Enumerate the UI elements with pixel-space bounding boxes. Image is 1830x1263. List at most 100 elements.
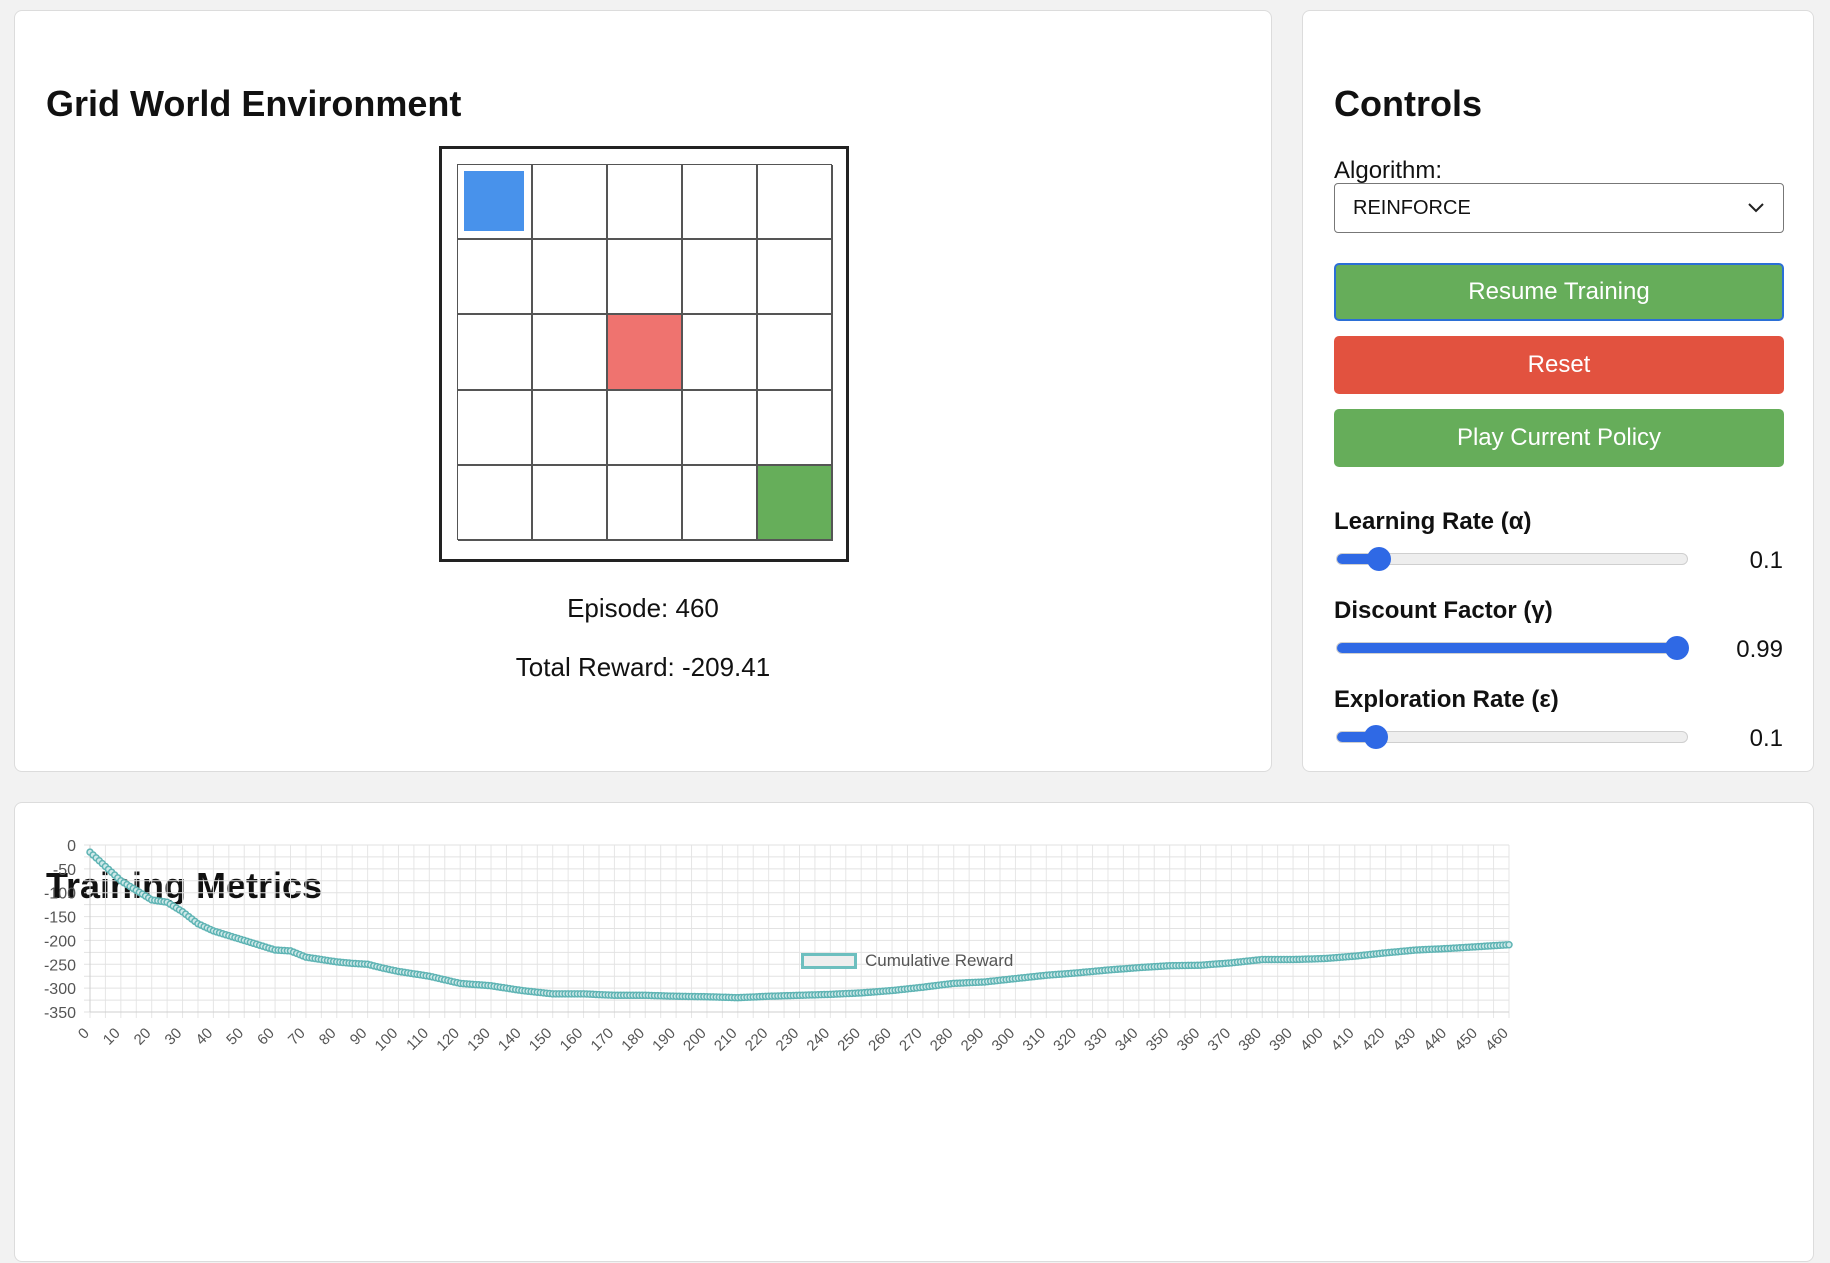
discount-factor-slider-thumb[interactable] [1664,636,1689,660]
grid-cell [683,465,758,541]
grid-cell [758,240,833,316]
x-tick-label: 450 [1451,1025,1481,1055]
x-tick-label: 300 [989,1025,1019,1055]
learning-rate-slider-thumb[interactable] [1367,547,1391,571]
x-tick-label: 240 [803,1025,833,1055]
exploration-rate-slider[interactable] [1336,725,1688,749]
obstacle-cell [608,315,683,391]
grid-cell [608,465,683,541]
discount-factor-label: Discount Factor (γ) [1334,597,1553,624]
total-reward-label: Total Reward: [515,652,675,682]
grid-cell [683,390,758,466]
chevron-down-icon [1748,203,1764,213]
environment-panel: Grid World Environment Episode: 460 Tota… [14,10,1272,772]
total-reward: Total Reward: -209.41 [15,652,1271,683]
x-tick-label: 100 [372,1025,402,1055]
x-tick-label: 430 [1390,1025,1420,1055]
grid-cell [758,315,833,391]
algorithm-select[interactable]: REINFORCE [1334,183,1784,233]
x-tick-label: 310 [1019,1025,1049,1055]
x-tick-label: 20 [131,1025,155,1049]
episode-value: 460 [675,593,719,623]
x-tick-label: 130 [464,1025,494,1055]
y-tick-label: -200 [44,933,76,950]
discount-factor-slider[interactable] [1336,636,1689,660]
x-tick-label: 80 [316,1025,340,1049]
x-tick-label: 60 [254,1025,278,1049]
reset-button[interactable]: Reset [1334,336,1784,394]
grid-world-frame [439,146,849,562]
chart-legend[interactable]: Cumulative Reward [801,951,1013,971]
x-tick-label: 340 [1112,1025,1142,1055]
x-tick-label: 440 [1420,1025,1450,1055]
legend-swatch [801,953,857,969]
y-tick-label: -350 [44,1005,76,1022]
grid-cell [533,240,608,316]
x-tick-label: 0 [75,1025,93,1043]
controls-title: Controls [1334,83,1482,124]
x-tick-label: 270 [896,1025,926,1055]
x-tick-label: 110 [403,1025,432,1054]
x-tick-label: 50 [223,1025,247,1049]
exploration-rate-slider-thumb[interactable] [1363,725,1388,749]
grid-cell [533,465,608,541]
x-tick-label: 330 [1081,1025,1111,1055]
grid-cell [608,240,683,316]
training-metrics-panel: Training Metrics 0 -50 -100 -150 -200 -250 -30… [14,802,1814,1262]
x-tick-label: 280 [927,1025,957,1055]
exploration-rate-label: Exploration Rate (ε) [1334,686,1559,713]
exploration-rate-value: 0.1 [1749,725,1783,752]
grid-cell [458,315,533,391]
x-tick-label: 410 [1328,1025,1358,1055]
x-tick-label: 360 [1174,1025,1204,1055]
y-tick-label: 0 [67,838,76,855]
training-metrics-title: Training Metrics [46,865,323,906]
x-tick-label: 70 [285,1025,309,1049]
x-tick-label: 260 [865,1025,895,1055]
x-tick-label: 150 [526,1025,556,1055]
discount-factor-value: 0.99 [1736,636,1783,663]
x-tick-label: 420 [1359,1025,1389,1055]
y-tick-label: -300 [44,981,76,998]
x-tick-label: 210 [711,1025,741,1055]
grid-cell [533,390,608,466]
play-current-policy-button[interactable]: Play Current Policy [1334,409,1784,467]
data-point [1505,940,1513,949]
total-reward-value: -209.41 [682,652,771,682]
episode-label: Episode: [567,593,669,623]
x-tick-label: 90 [347,1025,371,1049]
exploration-rate-slider-fill [1337,732,1376,742]
grid-cell [683,240,758,316]
x-tick-label: 40 [192,1025,216,1049]
x-tick-label: 400 [1297,1025,1327,1055]
grid-cell [683,315,758,391]
grid-cell [758,165,833,241]
x-tick-label: 160 [557,1025,587,1055]
x-tick-label: 350 [1143,1025,1173,1055]
agent-marker [464,171,524,231]
learning-rate-value: 0.1 [1749,547,1783,574]
grid-cell [608,165,683,241]
x-tick-label: 220 [742,1025,772,1055]
goal-cell [758,465,833,541]
x-tick-label: 370 [1204,1025,1234,1055]
x-tick-label: 200 [680,1025,710,1055]
y-tick-label: -150 [44,910,76,927]
y-tick-label: -50 [53,862,76,879]
x-tick-label: 120 [433,1025,463,1055]
grid-world [457,164,833,541]
x-tick-label: 230 [773,1025,803,1055]
learning-rate-label: Learning Rate (α) [1334,508,1532,535]
grid-cell [458,390,533,466]
grid-cell [683,165,758,241]
x-tick-label: 290 [958,1025,988,1055]
x-tick-label: 180 [618,1025,648,1055]
y-tick-label: -250 [44,957,76,974]
learning-rate-slider[interactable] [1336,547,1688,571]
resume-training-button[interactable]: Resume Training [1334,263,1784,321]
learning-rate-slider-fill [1337,554,1379,564]
grid-cell [758,390,833,466]
legend-label: Cumulative Reward [865,951,1014,970]
grid-cell [458,465,533,541]
algorithm-selected-value: REINFORCE [1353,196,1471,219]
